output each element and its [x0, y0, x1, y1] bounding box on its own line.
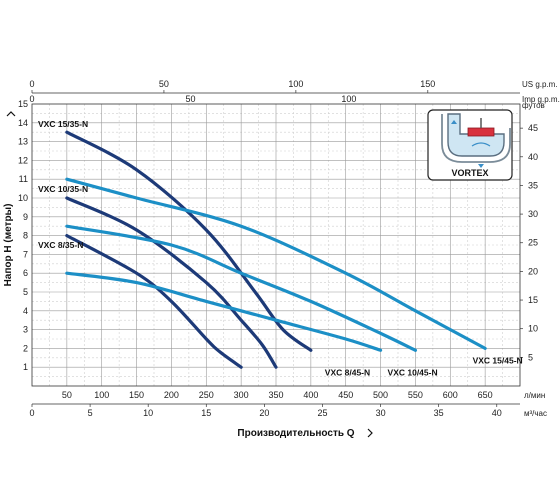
- m3h-tick-label: 25: [317, 408, 327, 418]
- y-tick-label: 5: [23, 287, 28, 297]
- x-tick-label: 550: [408, 390, 423, 400]
- imp-gpm-unit: Imp g.p.m.: [522, 95, 560, 104]
- x-unit-label: л/мин: [524, 391, 545, 400]
- feet-tick-label: 10: [528, 324, 538, 334]
- feet-tick-label: 35: [528, 180, 538, 190]
- y-tick-label: 8: [23, 231, 28, 241]
- grid: [32, 104, 520, 386]
- x-tick-label: 650: [478, 390, 493, 400]
- x-tick-label: 450: [338, 390, 353, 400]
- imp-gpm-tick-label: 100: [341, 94, 356, 104]
- x-tick-label: 50: [62, 390, 72, 400]
- y-tick-label: 2: [23, 343, 28, 353]
- curve-label: VXC 10/35-N: [38, 184, 88, 194]
- us-gpm-tick-label: 100: [288, 79, 303, 89]
- y-tick-label: 15: [18, 99, 28, 109]
- y-tick-label: 7: [23, 249, 28, 259]
- x-axis-title: Производительность Q: [237, 428, 354, 439]
- x-axis-arrow: [367, 428, 373, 438]
- x-tick-label: 400: [303, 390, 318, 400]
- y-tick-label: 11: [19, 174, 28, 184]
- vortex-label: VORTEX: [451, 168, 488, 178]
- m3h-tick-label: 15: [201, 408, 211, 418]
- y-tick-label: 6: [23, 268, 28, 278]
- m3h-tick-label: 20: [259, 408, 269, 418]
- y-tick-label: 1: [23, 362, 28, 372]
- us-gpm-tick-label: 150: [420, 79, 435, 89]
- series-group: [65, 130, 487, 369]
- m3h-tick-label: 35: [434, 408, 444, 418]
- feet-tick-label: 20: [528, 266, 538, 276]
- m3h-tick-label: 0: [29, 408, 34, 418]
- vortex-inset: VORTEX: [427, 109, 513, 181]
- y-axis-arrow: [6, 111, 16, 117]
- x-tick-label: 200: [164, 390, 179, 400]
- y-tick-label: 9: [23, 212, 28, 222]
- series-line-vxc-10-35-n: [65, 196, 278, 369]
- series-line-vxc-15-35-n: [65, 130, 313, 352]
- impeller-icon: [467, 127, 495, 137]
- pump-outer-casing: [441, 114, 511, 163]
- x-tick-label: 500: [373, 390, 388, 400]
- x-tick-label: 300: [234, 390, 249, 400]
- m3h-unit-label: м³/час: [524, 409, 547, 418]
- series-line-vxc-8-35-n: [65, 234, 243, 369]
- curve-label: VXC 8/45-N: [325, 368, 370, 378]
- y-tick-label: 13: [18, 137, 28, 147]
- x-tick-label: 250: [199, 390, 214, 400]
- imp-gpm-tick-label: 0: [29, 94, 34, 104]
- x-tick-label: 100: [94, 390, 109, 400]
- m3h-tick-label: 30: [376, 408, 386, 418]
- feet-tick-label: 30: [528, 209, 538, 219]
- y-tick-label: 4: [23, 306, 28, 316]
- feet-tick-label: 15: [528, 295, 538, 305]
- feet-tick-label: 25: [528, 238, 538, 248]
- plot-frame: [31, 103, 521, 387]
- series-line-vxc-8-45-n: [65, 271, 383, 352]
- feet-unit-label: футов: [522, 101, 545, 110]
- feet-tick-label: 40: [528, 152, 538, 162]
- flow-arrow-up-icon: [451, 120, 457, 124]
- x-tick-label: 600: [443, 390, 458, 400]
- curve-label: VXC 15/45-N: [473, 355, 523, 365]
- m3h-tick-label: 5: [88, 408, 93, 418]
- feet-tick-label: 5: [528, 352, 533, 362]
- y-tick-label: 14: [18, 118, 28, 128]
- y-tick-label: 10: [18, 193, 28, 203]
- curve-label: VXC 8/35-N: [38, 240, 83, 250]
- series-line-vxc-15-45-n: [65, 177, 487, 350]
- curve-label: VXC 15/35-N: [38, 119, 88, 129]
- vortex-swirl: [471, 142, 491, 147]
- us-gpm-unit: US g.p.m.: [522, 80, 558, 89]
- curve-label: VXC 10/45-N: [388, 368, 438, 378]
- y-tick-label: 3: [23, 325, 28, 335]
- us-gpm-tick-label: 50: [159, 79, 169, 89]
- imp-gpm-tick-label: 50: [185, 94, 195, 104]
- series-line-vxc-10-45-n: [65, 224, 418, 352]
- x-tick-label: 150: [129, 390, 144, 400]
- y-tick-label: 12: [18, 155, 28, 165]
- us-gpm-tick-label: 0: [29, 79, 34, 89]
- flow-arrow-in-icon: [478, 164, 484, 168]
- x-tick-label: 350: [268, 390, 283, 400]
- m3h-tick-label: 40: [492, 408, 502, 418]
- m3h-tick-label: 10: [143, 408, 153, 418]
- y-axis-title: Напор Н (метры): [3, 204, 14, 287]
- feet-tick-label: 45: [528, 123, 538, 133]
